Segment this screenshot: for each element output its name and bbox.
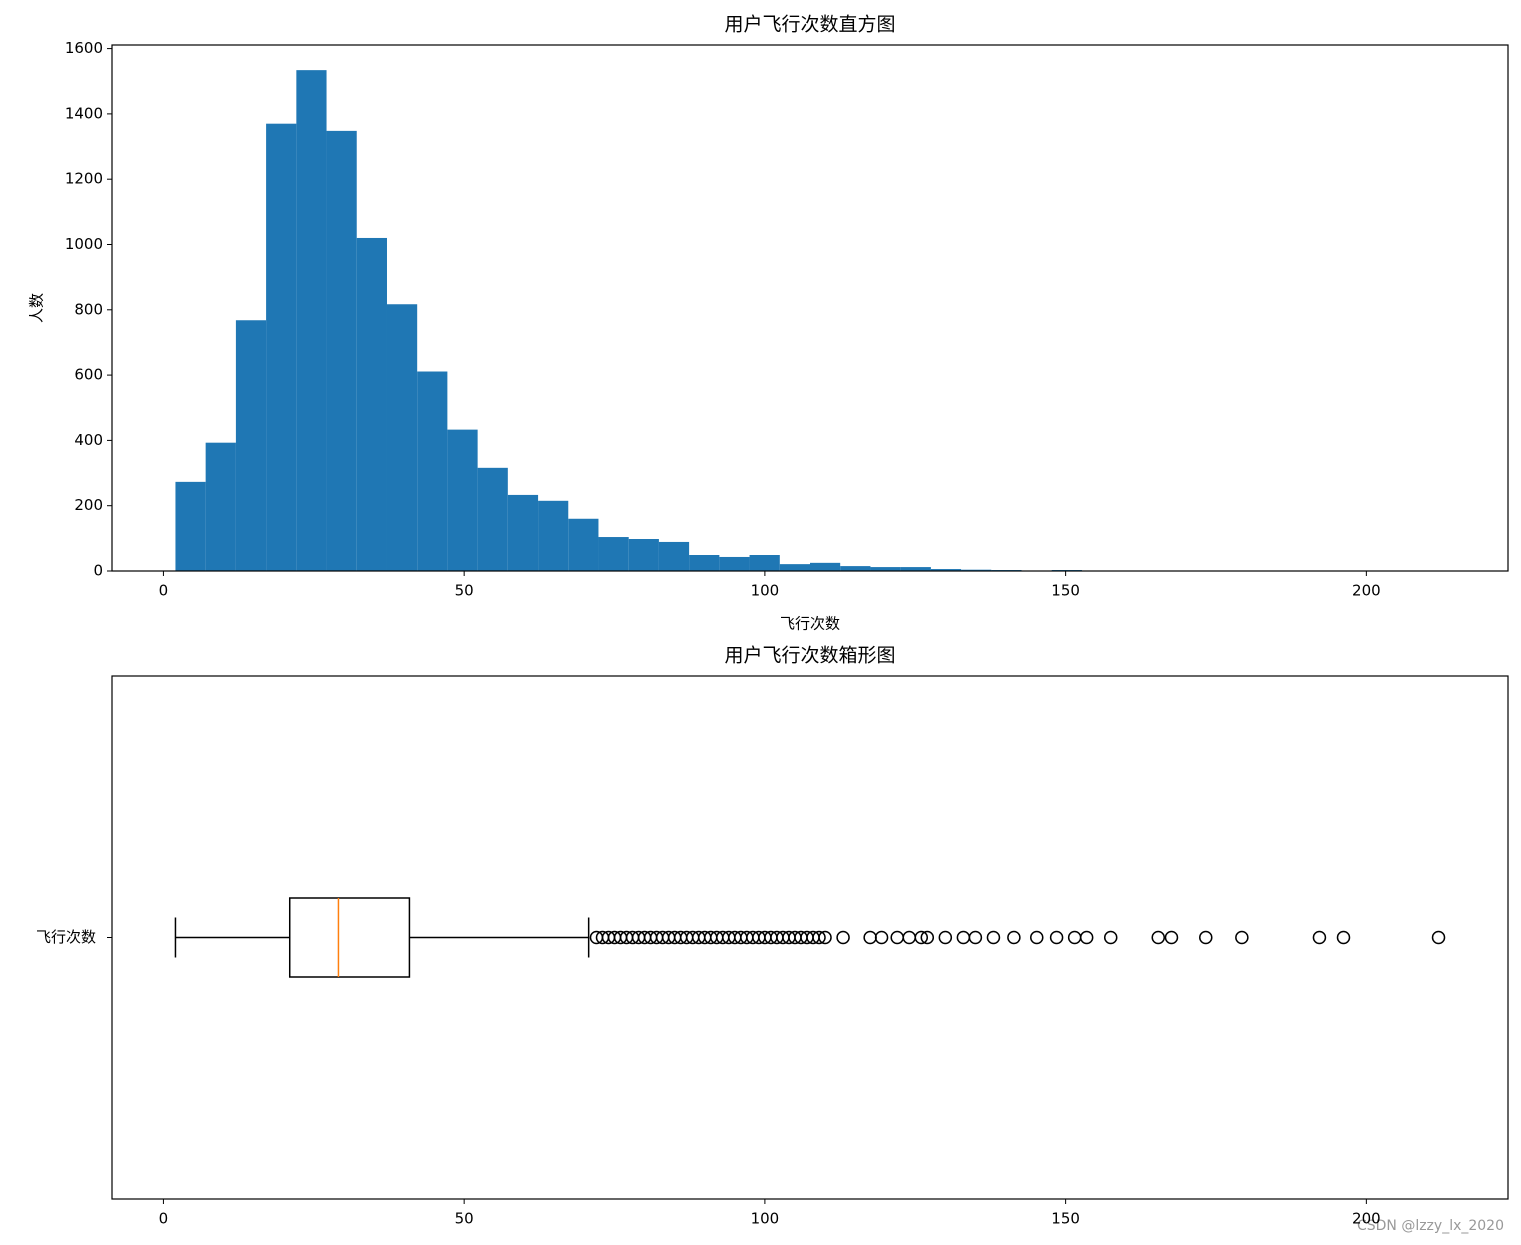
bar [870, 567, 901, 571]
x-tick-label: 0 [159, 582, 169, 600]
bar [900, 567, 931, 571]
outlier [1199, 930, 1213, 945]
bar [658, 541, 690, 571]
bar [598, 537, 629, 571]
y-tick-label: 200 [74, 496, 103, 514]
outlier [1103, 930, 1118, 945]
outlier [812, 930, 826, 945]
outlier [938, 930, 953, 945]
y-tick-label: 飞行次数 [36, 928, 96, 946]
x-axis-label: 飞行次数 [780, 615, 840, 633]
x-tick-label: 200 [1352, 582, 1381, 600]
outlier [1030, 930, 1044, 945]
outlier [1079, 930, 1094, 945]
x-tick-label: 100 [751, 1210, 780, 1228]
bar [326, 130, 357, 571]
bar [538, 500, 569, 571]
bar [417, 371, 448, 571]
outlier [1151, 930, 1165, 945]
watermark: CSDN @lzzy_lx_2020 [1357, 1218, 1504, 1234]
y-tick-label: 1400 [65, 104, 103, 122]
axes-frame [111, 44, 1509, 572]
outlier [818, 930, 832, 945]
outlier [920, 930, 935, 945]
bar [810, 562, 841, 571]
chart-title: 用户飞行次数箱形图 [724, 645, 895, 667]
y-axis-label: 人数 [28, 293, 46, 323]
bar [175, 481, 206, 571]
y-tick-label: 1600 [65, 39, 103, 57]
x-tick-label: 100 [751, 582, 780, 600]
x-tick-label: 50 [455, 1210, 474, 1228]
bar [447, 429, 478, 571]
bar [719, 556, 750, 571]
y-tick-label: 1200 [65, 170, 103, 188]
bar [930, 569, 962, 571]
x-tick-label: 200 [1352, 1210, 1381, 1228]
bar [568, 518, 599, 571]
bar [840, 566, 871, 571]
x-tick-label: 150 [1051, 1210, 1080, 1228]
axes-frame [111, 675, 1509, 1200]
outlier [1049, 930, 1064, 945]
box [288, 897, 411, 978]
outlier [874, 930, 889, 945]
bar [296, 70, 327, 572]
outlier [1312, 930, 1327, 945]
bar [356, 237, 387, 572]
bar [266, 123, 297, 571]
bar [205, 442, 236, 571]
outlier [986, 930, 1001, 945]
bar [961, 569, 992, 571]
x-tick-label: 150 [1051, 582, 1080, 600]
outlier [1336, 930, 1351, 945]
bar [689, 555, 720, 571]
bar [507, 494, 539, 571]
bar [477, 467, 508, 571]
x-tick-label: 50 [455, 582, 474, 600]
x-tick-label: 0 [159, 1210, 169, 1228]
bar [628, 539, 659, 571]
y-tick-label: 1000 [65, 235, 103, 253]
outlier [1431, 930, 1446, 945]
bar [386, 304, 418, 571]
y-tick-label: 0 [93, 562, 103, 580]
outlier [968, 930, 983, 945]
bar [749, 555, 780, 571]
y-tick-label: 800 [74, 300, 103, 318]
outlier [1235, 930, 1249, 945]
bar [235, 320, 267, 571]
outlier [1007, 930, 1021, 945]
bar [779, 564, 810, 571]
y-tick-label: 400 [74, 431, 103, 449]
y-tick-label: 600 [74, 366, 103, 384]
outlier [914, 930, 929, 945]
chart-title: 用户飞行次数直方图 [724, 14, 895, 36]
outlier [1164, 930, 1179, 945]
outlier [836, 930, 850, 945]
